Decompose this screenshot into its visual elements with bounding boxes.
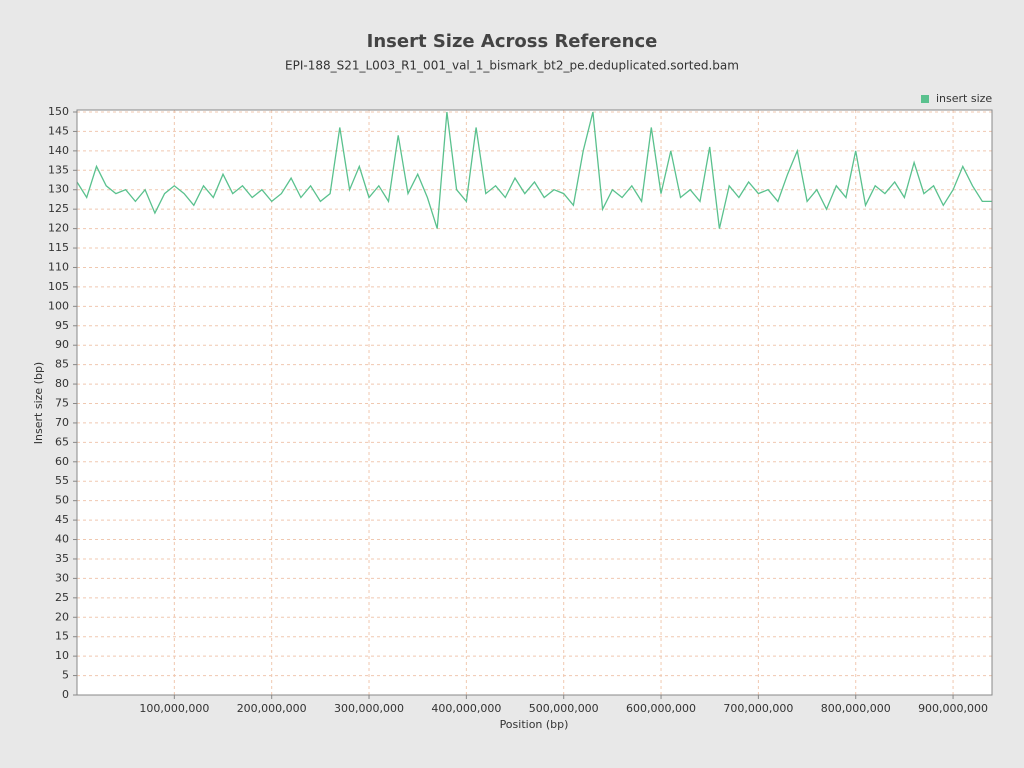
y-tick-label: 110 xyxy=(48,260,69,273)
y-tick-label: 125 xyxy=(48,202,69,215)
y-tick-label: 115 xyxy=(48,241,69,254)
x-tick-label: 500,000,000 xyxy=(529,702,599,715)
y-tick-label: 105 xyxy=(48,280,69,293)
plot-frame xyxy=(76,109,993,696)
y-tick-label: 145 xyxy=(48,124,69,137)
x-tick-label: 400,000,000 xyxy=(431,702,501,715)
x-tick-label: 100,000,000 xyxy=(139,702,209,715)
y-tick-label: 100 xyxy=(48,299,69,312)
y-tick-label: 90 xyxy=(55,338,69,351)
y-tick-label: 25 xyxy=(55,591,69,604)
line xyxy=(76,111,992,229)
y-tick-label: 40 xyxy=(55,533,69,546)
chart-title: Insert Size Across Reference xyxy=(367,31,658,52)
y-tick-label: 70 xyxy=(55,416,69,429)
grid xyxy=(77,110,992,696)
x-tick-label: 300,000,000 xyxy=(334,702,404,715)
y-tick-label: 10 xyxy=(55,649,69,662)
y-tick-label: 140 xyxy=(48,144,69,157)
y-tick-label: 95 xyxy=(55,319,69,332)
y-tick-label: 85 xyxy=(55,358,69,371)
x-tick-label: 700,000,000 xyxy=(723,702,793,715)
y-tick-label: 80 xyxy=(55,377,69,390)
y-tick-label: 45 xyxy=(55,513,69,526)
x-tick-label: 900,000,000 xyxy=(918,702,988,715)
y-tick-label: 55 xyxy=(55,474,69,487)
x-tick-label: 600,000,000 xyxy=(626,702,696,715)
y-tick-label: 150 xyxy=(48,105,69,118)
x-tick-label: 800,000,000 xyxy=(821,702,891,715)
marks xyxy=(76,111,992,229)
y-tick-label: 50 xyxy=(55,494,69,507)
y-tick-label: 135 xyxy=(48,163,69,176)
y-tick-label: 65 xyxy=(55,435,69,448)
y-tick-label: 35 xyxy=(55,552,69,565)
x-axis-label: Position (bp) xyxy=(500,718,569,731)
y-tick-label: 60 xyxy=(55,455,69,468)
x-tick-label: 200,000,000 xyxy=(237,702,307,715)
y-tick-label: 0 xyxy=(62,688,69,701)
legend-swatch xyxy=(921,95,929,103)
y-tick-label: 120 xyxy=(48,222,69,235)
y-tick-label: 75 xyxy=(55,397,69,410)
legend-label: insert size xyxy=(936,92,992,105)
y-tick-label: 30 xyxy=(55,571,69,584)
y-tick-label: 130 xyxy=(48,183,69,196)
plot-area xyxy=(77,110,992,695)
y-axis-label: Insert size (bp) xyxy=(32,362,45,444)
chart-subtitle: EPI-188_S21_L003_R1_001_val_1_bismark_bt… xyxy=(285,59,739,73)
y-tick-label: 15 xyxy=(55,630,69,643)
y-tick-label: 20 xyxy=(55,610,69,623)
y-tick-label: 5 xyxy=(62,669,69,682)
